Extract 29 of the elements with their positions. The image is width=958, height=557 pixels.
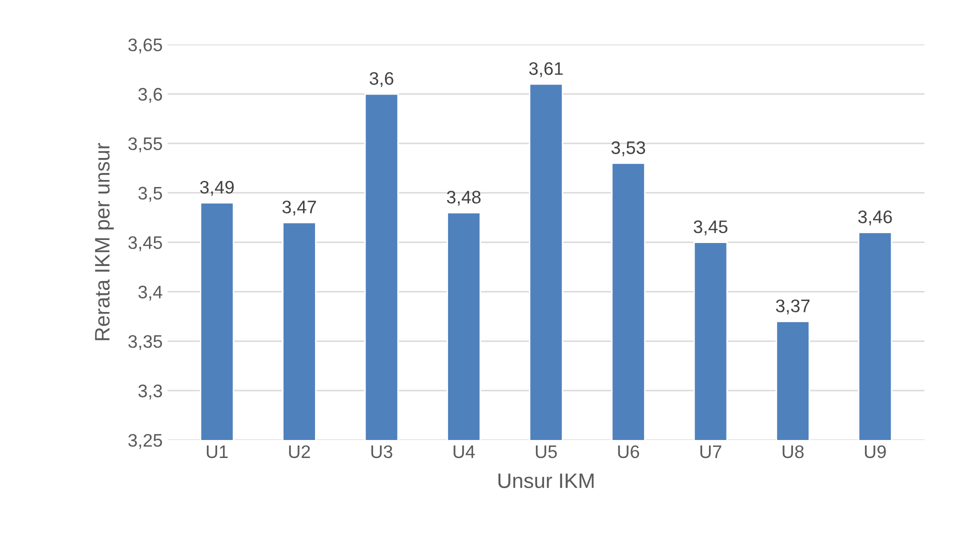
x-tick-label: U9	[864, 445, 886, 458]
x-tick-label: U2	[289, 445, 310, 458]
y-tick-label: 3,55	[128, 137, 162, 152]
x-tick-label: U3	[371, 445, 392, 458]
data-label: 3,49	[200, 180, 234, 196]
x-tick-label: U8	[782, 445, 804, 458]
y-tick-label: 3,45	[128, 236, 162, 252]
x-tick-label: U6	[618, 445, 640, 458]
data-label: 3,6	[370, 72, 394, 87]
y-tick-label: 3,5	[138, 186, 162, 202]
x-tick-label: U7	[700, 446, 722, 458]
y-tick-label: 3,25	[128, 434, 162, 449]
y-tick-label: 3,6	[138, 88, 162, 103]
data-label: 3,37	[776, 299, 810, 314]
x-tick-label: U4	[454, 446, 475, 458]
y-tick-label: 3,4	[138, 286, 162, 301]
y-axis-title: Rerata IKM per unsur	[95, 143, 114, 340]
data-label: 3,61	[529, 62, 563, 78]
x-tick-label: U1	[206, 446, 228, 458]
data-label: 3,48	[446, 190, 481, 206]
data-label: 3,45	[694, 220, 728, 236]
data-label: 3,47	[282, 200, 316, 216]
data-label: 3,53	[611, 141, 646, 156]
y-tick-label: 3,65	[128, 38, 162, 54]
y-tick-label: 3,3	[138, 384, 162, 400]
x-axis-title: Unsur IKM	[498, 474, 594, 488]
data-label: 3,46	[858, 210, 892, 226]
y-tick-label: 3,35	[128, 335, 162, 350]
x-tick-label: U5	[536, 446, 557, 458]
